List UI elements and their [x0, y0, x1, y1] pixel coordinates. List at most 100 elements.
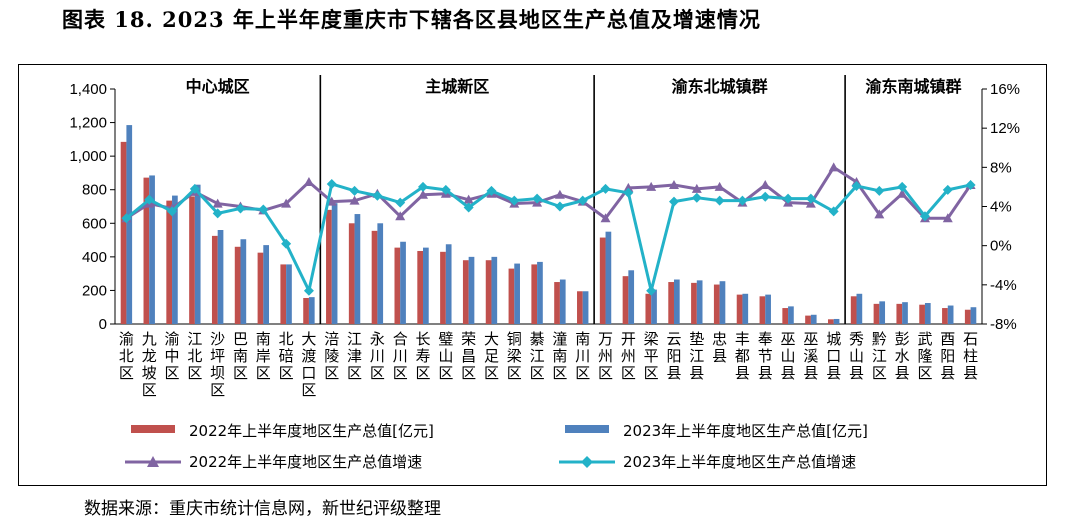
legend-bar-2023-label: 2023年上半年度地区生产总值[亿元]	[623, 422, 868, 440]
right-tick-label: 0%	[990, 238, 1012, 255]
category-label: 长寿区	[416, 330, 431, 382]
category-label: 荣昌区	[461, 330, 476, 382]
growth-2022-point	[349, 195, 360, 205]
bar-2023	[673, 279, 680, 324]
growth-2022-point	[554, 189, 565, 199]
growth-2023-point	[281, 238, 292, 249]
left-tick-label: 1,000	[69, 148, 107, 165]
legend-bar-2023-swatch	[565, 425, 609, 433]
left-tick-label: 200	[82, 282, 107, 299]
group-label: 主城新区	[425, 77, 489, 96]
bar-2022	[964, 309, 971, 324]
growth-2022-point	[600, 213, 611, 223]
left-tick-label: 800	[82, 182, 107, 199]
growth-2023-point	[121, 213, 132, 224]
bar-2023	[331, 203, 338, 324]
bar-2022	[257, 252, 264, 324]
growth-2022-point	[714, 181, 725, 191]
bar-2022	[326, 209, 332, 324]
category-label: 丰都县	[735, 330, 750, 382]
growth-2023-point	[554, 201, 565, 212]
bar-2023	[970, 307, 977, 324]
bar-2023	[765, 294, 771, 324]
legend-line-2022-label: 2022年上半年度地区生产总值增速	[189, 453, 422, 471]
category-label: 綦江区	[530, 330, 545, 382]
bar-2023	[377, 223, 384, 324]
category-label: 江津区	[347, 330, 362, 382]
bar-2022	[211, 235, 218, 324]
legend-bar-2022-swatch	[131, 425, 175, 433]
growth-2022-point	[395, 211, 406, 221]
bar-2023	[468, 256, 475, 324]
bar-2023	[217, 230, 224, 324]
growth-2023-point	[212, 208, 223, 219]
bar-2022	[713, 284, 720, 324]
growth-2023-point	[600, 183, 611, 194]
right-tick-label: -8%	[990, 316, 1017, 333]
bar-2023	[810, 314, 817, 324]
growth-2023-point	[372, 190, 383, 201]
bar-2022	[554, 282, 560, 324]
growth-2023-line	[125, 182, 971, 293]
bar-2023	[491, 256, 498, 324]
growth-2022-point	[874, 209, 885, 219]
bar-2022	[668, 282, 674, 324]
left-tick-label: 400	[82, 249, 107, 266]
growth-2023-point	[418, 181, 429, 192]
bar-2023	[833, 318, 840, 324]
category-label: 石柱县	[963, 330, 978, 382]
bar-2023	[445, 244, 452, 324]
bar-2022	[805, 315, 811, 324]
category-label: 秀山县	[849, 330, 864, 382]
bar-2022	[485, 260, 492, 324]
category-label: 巴南区	[233, 330, 248, 382]
bar-2022	[166, 200, 173, 324]
growth-2023-point	[737, 195, 748, 206]
legend-line-2022-marker	[147, 456, 159, 467]
figure-title: 图表 18. 2023 年上半年度重庆市下辖各区县地区生产总值及增速情况	[62, 7, 761, 32]
chart-frame: 0 200 400 600 800 1,000 1,200 1,400 -8% -4% 0% 4% 8%…	[18, 64, 1047, 486]
bar-2022	[622, 276, 629, 324]
category-label: 渝北区	[119, 330, 134, 382]
bar-2022	[440, 251, 446, 324]
growth-2022-point	[463, 194, 474, 204]
category-label: 沙坪坝区	[210, 330, 225, 399]
bar-2022	[189, 196, 195, 324]
category-label: 巫山县	[781, 330, 796, 382]
bar-2022	[462, 260, 469, 324]
growth-2022-point	[418, 189, 429, 199]
left-tick-label: 0	[99, 316, 107, 333]
bar-2022	[348, 223, 355, 324]
bar-2023	[423, 247, 429, 324]
growth-2023-point	[326, 178, 337, 189]
right-tick-label: 8%	[990, 159, 1012, 176]
category-label: 城口县	[826, 330, 841, 382]
category-label: 垫江县	[689, 330, 704, 382]
growth-2023-point	[942, 184, 953, 195]
growth-2023-point	[235, 203, 246, 214]
category-label: 北碚区	[279, 330, 294, 382]
growth-2022-line	[125, 165, 972, 220]
bar-2022	[143, 177, 150, 324]
bar-2022	[417, 250, 424, 324]
bar-2023	[651, 289, 657, 324]
growth-2023-point	[532, 193, 543, 204]
category-label: 开州区	[621, 330, 636, 382]
bar-2023	[537, 261, 543, 324]
right-tick-label: 16%	[990, 81, 1020, 98]
bar-2023	[263, 245, 270, 324]
bar-2022	[942, 308, 948, 324]
growth-2023-point	[919, 211, 930, 222]
category-label: 九龙坡区	[142, 330, 157, 399]
bar-2023	[902, 302, 908, 324]
left-tick-label: 600	[82, 215, 107, 232]
bar-2023	[149, 175, 155, 324]
bar-2023	[400, 241, 406, 324]
growth-2023-point	[303, 285, 314, 296]
category-label: 忠县	[712, 330, 727, 365]
growth-2023-point	[646, 285, 657, 296]
left-tick-label: 1,200	[69, 115, 107, 132]
bar-2023	[742, 293, 749, 324]
group-label: 中心城区	[186, 77, 250, 96]
category-label: 大足区	[484, 330, 499, 382]
